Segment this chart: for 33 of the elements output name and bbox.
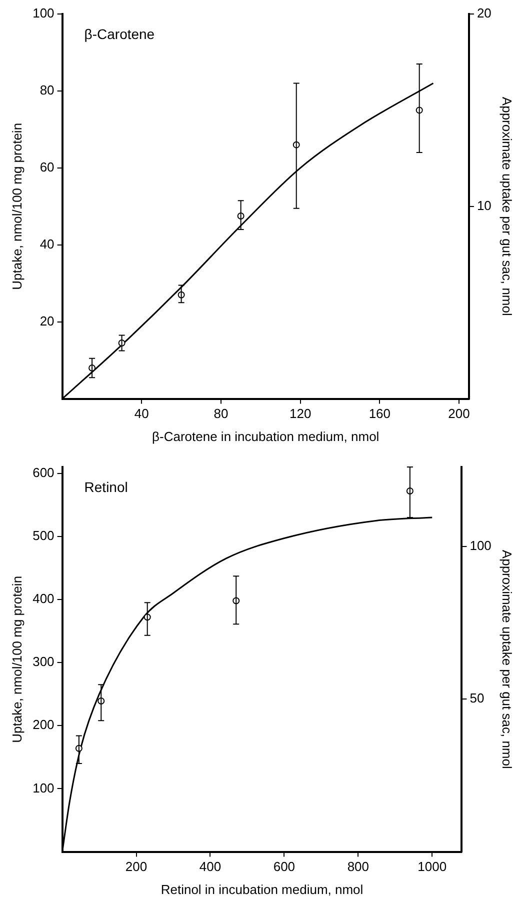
y-tick-label: 600 [32, 464, 54, 480]
x-tick-label: 40 [134, 406, 149, 422]
y2-tick-label: 10 [476, 198, 492, 213]
x-tick-label: 120 [289, 406, 312, 422]
y-tick-label: 400 [32, 591, 54, 606]
y-tick-label: 80 [40, 82, 54, 98]
x-tick-label: 200 [448, 406, 470, 422]
y-tick-label: 200 [32, 717, 54, 732]
y-tick-label: 300 [32, 654, 54, 670]
y-tick-label: 40 [40, 236, 54, 252]
y2-tick-label: 20 [476, 6, 492, 21]
x-axis-title: Retinol in incubation medium, nmol [160, 882, 364, 897]
y-axis-title: Uptake, nmol/100 mg protein [9, 576, 24, 743]
y2-axis-title: Approximate uptake per gut sac, nmol [500, 550, 515, 769]
x-tick-label: 200 [125, 859, 148, 874]
y-tick-label: 100 [32, 780, 54, 796]
y2-tick-label: 50 [470, 690, 484, 706]
text: β-Carotene [84, 26, 155, 42]
x-tick-label: 1000 [418, 859, 447, 874]
text: Retinol [84, 478, 128, 495]
y-tick-label: 60 [40, 160, 54, 174]
x-tick-label: 160 [368, 406, 391, 422]
y-axis-title: Uptake, nmol/100 mg protein [9, 122, 24, 290]
x-tick-label: 800 [347, 859, 370, 874]
x-tick-label: 80 [214, 406, 228, 422]
x-tick-label: 600 [273, 859, 296, 874]
y2-axis-title: Approximate uptake per gut sac, nmol [500, 96, 515, 316]
y-tick-label: 100 [32, 6, 54, 21]
y-tick-label: 20 [40, 313, 54, 328]
y-tick-label: 500 [32, 528, 54, 543]
y2-tick-label: 100 [470, 538, 492, 553]
x-tick-label: 400 [199, 859, 222, 874]
x-axis-title: β-Carotene in incubation medium, nmol [152, 428, 380, 444]
